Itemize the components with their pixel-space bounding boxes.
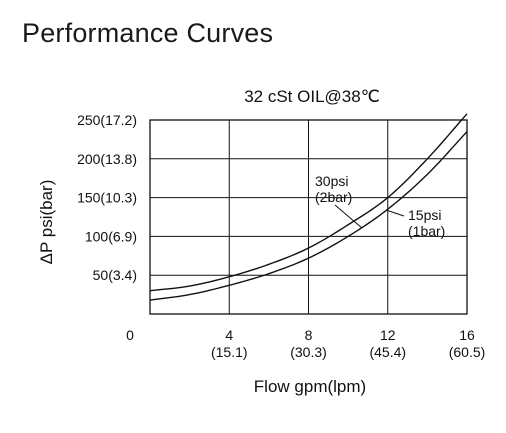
x-tick-sublabel: (45.4) <box>369 344 406 360</box>
series-line-1 <box>149 113 468 292</box>
series-labels: 30psi(2bar) 15psi(1bar) <box>315 173 445 239</box>
x-tick-sublabel: (30.3) <box>290 344 327 360</box>
y-tick-label: 200(13.8) <box>77 151 137 167</box>
page-title: Performance Curves <box>22 18 274 48</box>
y-tick-label: 150(10.3) <box>77 190 137 206</box>
x-tick-label: 4 <box>225 327 233 343</box>
series-label-leader <box>385 209 405 217</box>
x-tick-sublabel: (60.5) <box>449 344 486 360</box>
series-label-leader <box>334 204 363 229</box>
y-tick-label: 250(17.2) <box>77 112 137 128</box>
y-axis-label: ΔP psi(bar) <box>37 180 56 265</box>
series-label: 15psi <box>408 207 441 223</box>
x-tick-label: 16 <box>459 327 475 343</box>
y-tick-labels: 50(3.4) 100(6.9) 150(10.3) 200(13.8) 250(17.… <box>77 112 137 283</box>
x-tick-label: 8 <box>305 327 313 343</box>
x-axis-label: Flow gpm(lpm) <box>254 377 366 396</box>
series-label: (2bar) <box>315 189 352 205</box>
series-label: (1bar) <box>408 223 445 239</box>
x-tick-labels: 4(15.1) 8(30.3) 12(45.4) 16(60.5) <box>211 327 485 360</box>
y-tick-label: 50(3.4) <box>93 267 137 283</box>
x-tick-sublabel: (15.1) <box>211 344 248 360</box>
x-tick-label: 12 <box>380 327 396 343</box>
chart-title: 32 cSt OIL@38℃ <box>244 87 380 106</box>
y-tick-label: 100(6.9) <box>85 228 137 244</box>
series-line-2 <box>149 131 468 301</box>
series-lines <box>149 113 468 301</box>
series-label: 30psi <box>315 173 348 189</box>
origin-label: 0 <box>126 327 134 343</box>
grid-lines <box>150 120 467 314</box>
